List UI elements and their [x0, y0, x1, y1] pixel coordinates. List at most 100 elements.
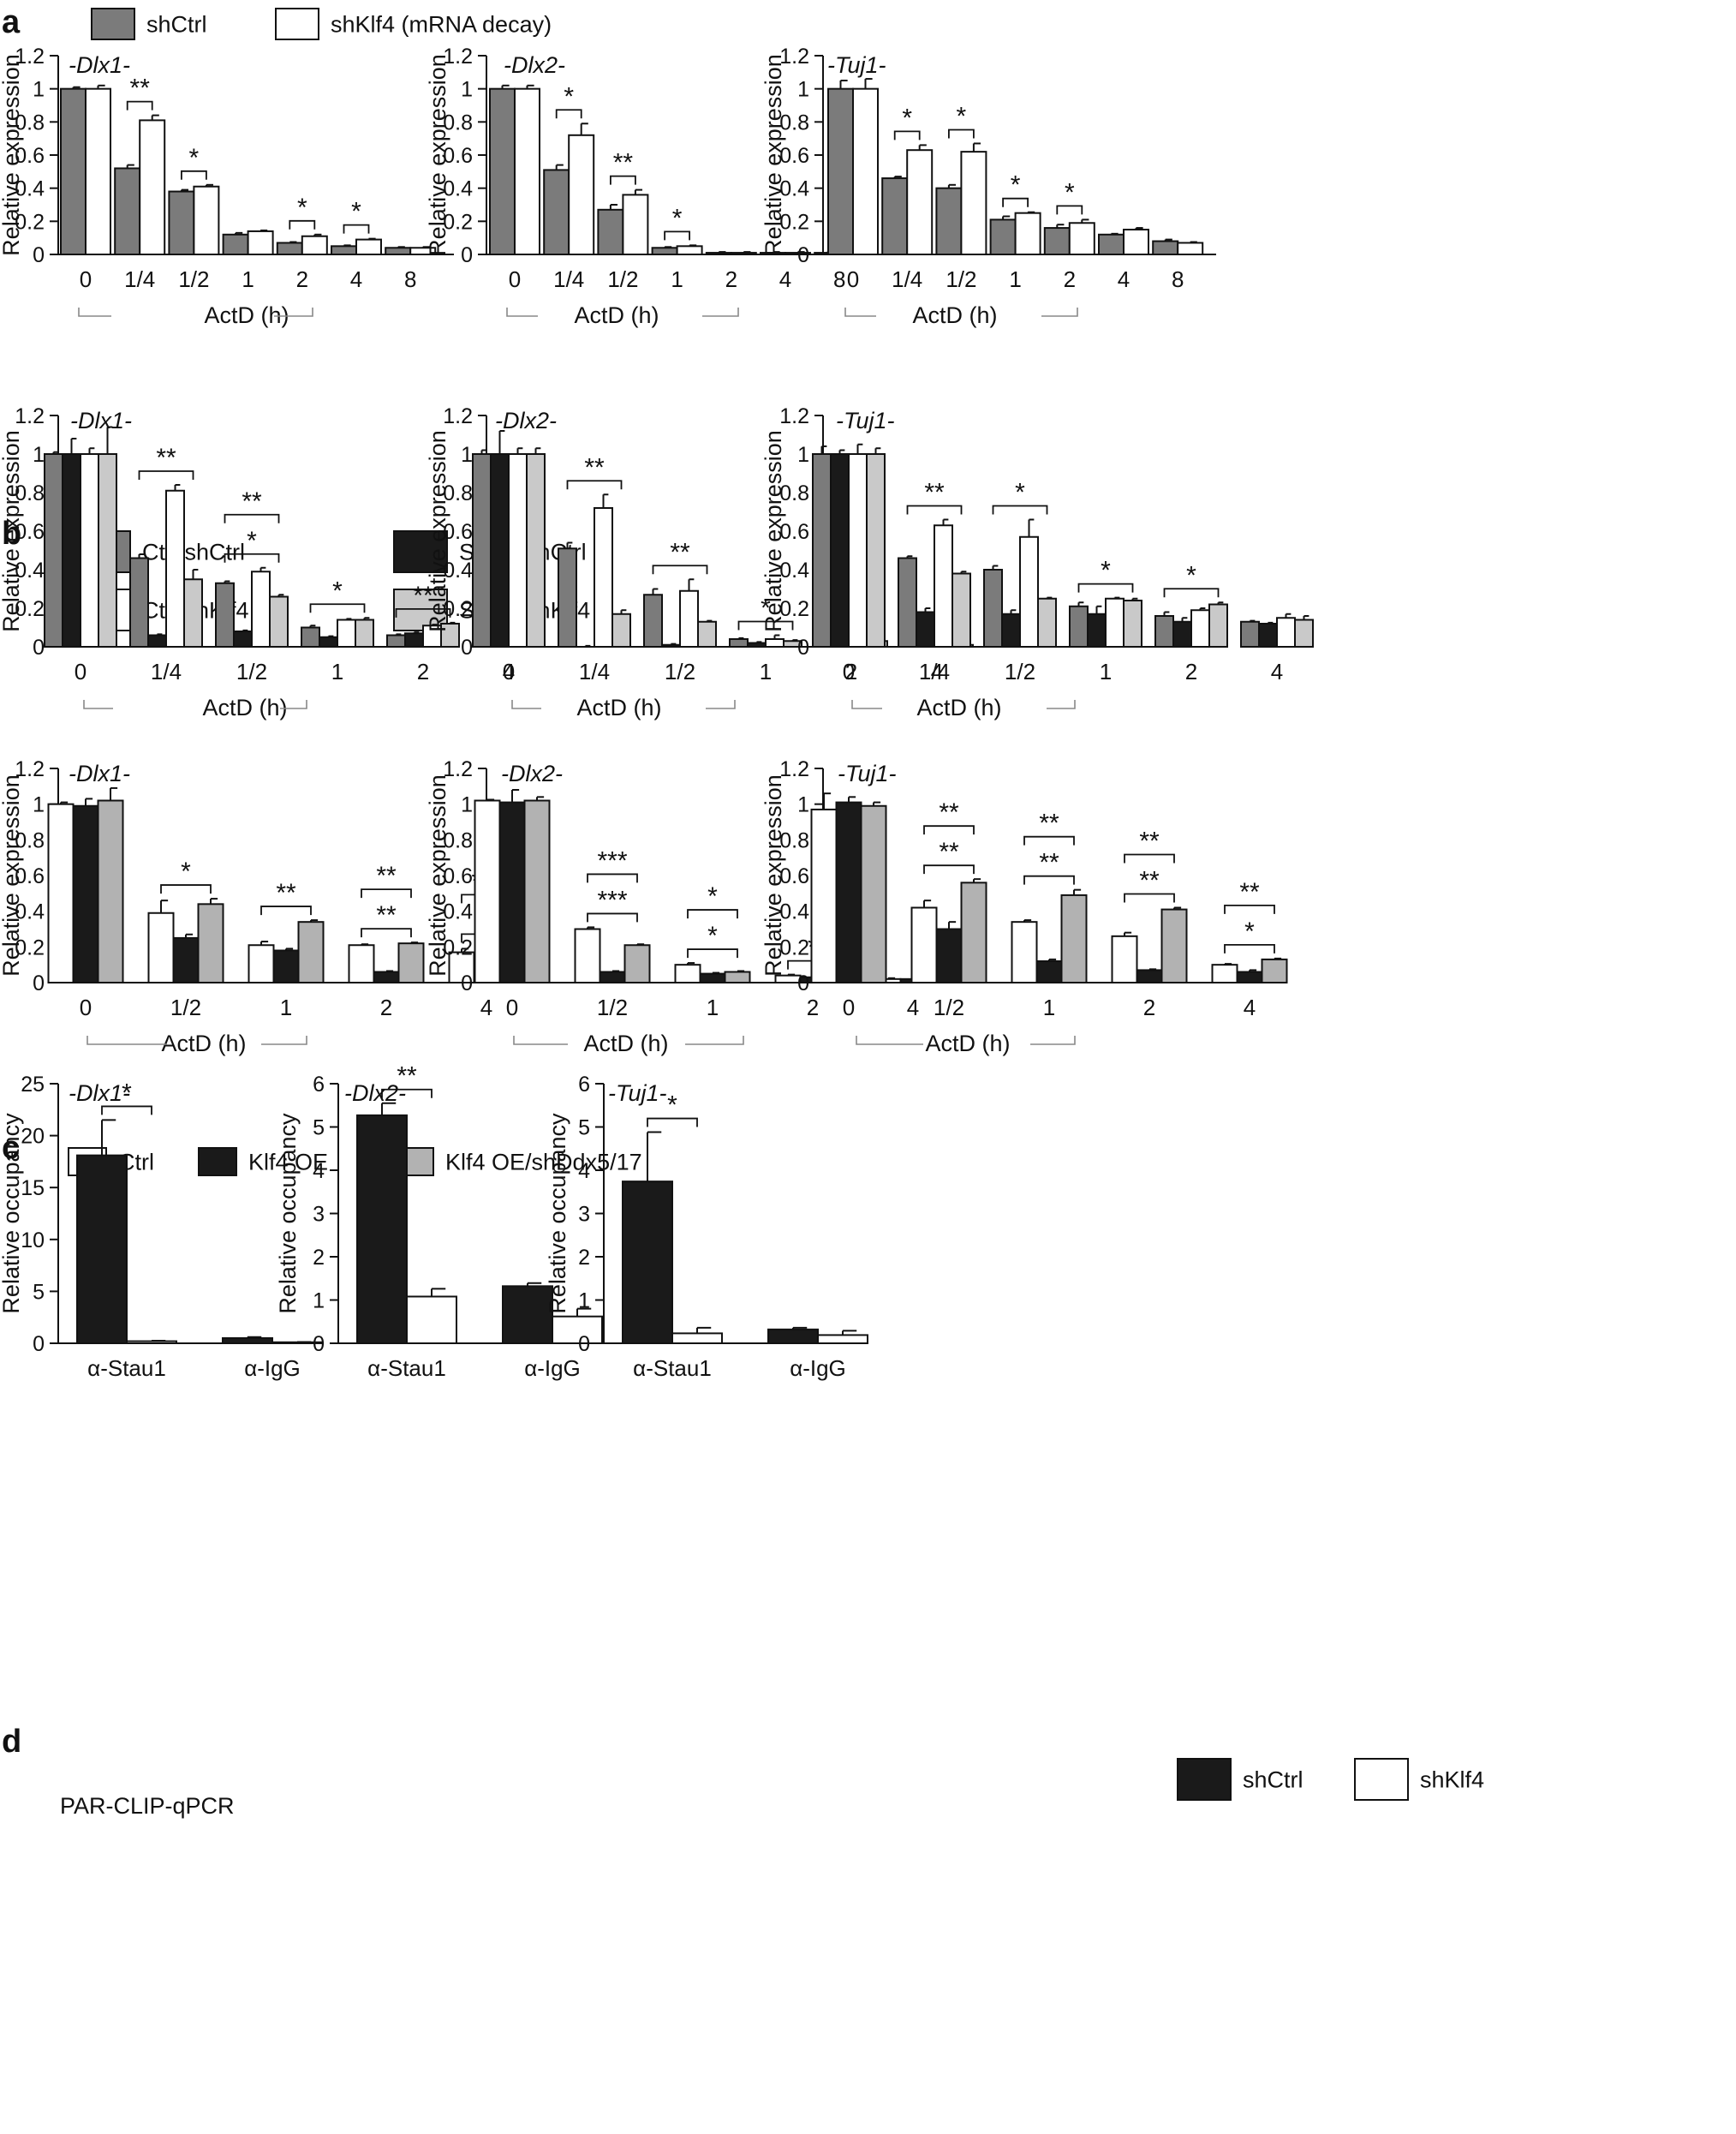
y-tick-label: 0 — [33, 636, 45, 660]
bar-shctrl — [622, 1181, 673, 1344]
bar-ctrl-shklf4 — [1276, 617, 1296, 648]
bar-stau1-shklf4 — [611, 613, 631, 648]
x-tick-label: 8 — [833, 266, 845, 292]
y-tick-label: 15 — [21, 1176, 45, 1200]
bar-shctrl — [597, 208, 624, 256]
significance-bracket — [181, 170, 207, 180]
significance-marker: ** — [613, 149, 634, 177]
y-tick-label: 0.2 — [779, 597, 809, 621]
x-bracket-right — [1030, 1036, 1076, 1045]
y-tick-label: 0.2 — [779, 210, 809, 234]
x-tick-label: 1/2 — [934, 995, 964, 1020]
y-tick-label: 1.2 — [779, 404, 809, 428]
bar-shklf4-mrna-decay- — [852, 87, 879, 255]
y-tick-label: 1 — [797, 793, 809, 817]
significance-marker: ** — [376, 862, 397, 890]
bar-shctrl — [356, 1114, 408, 1344]
x-tick-label: α-IgG — [790, 1355, 846, 1381]
y-tick-label: 1.2 — [443, 757, 473, 781]
bar-stau1-shklf4 — [1208, 603, 1228, 648]
significance-marker: * — [707, 882, 718, 911]
bar-stau1-shctrl — [233, 631, 253, 648]
significance-marker: *** — [597, 846, 627, 875]
bar-ctrl-shctrl — [1240, 620, 1260, 648]
bar-klf4-oe — [172, 936, 200, 983]
chart-d-dlx2: 0 1 2 3 4 5 6 Relative occupancy -Dlx2- α-Stau1 α-… — [275, 1062, 603, 1381]
x-tick-label: α-Stau1 — [367, 1355, 446, 1381]
bar-ctrl-shctrl — [472, 453, 492, 648]
y-tick-label: 2 — [313, 1246, 325, 1270]
y-tick-label: 6 — [578, 1073, 590, 1097]
y-tick-label: 0.4 — [15, 177, 45, 201]
x-tick-label: 1/4 — [892, 266, 922, 292]
bar-shctrl — [651, 247, 678, 255]
y-tick-label: 0.8 — [779, 828, 809, 852]
legend-b-stau1-shklf4-swatch — [393, 589, 448, 631]
x-tick-label: 4 — [1271, 659, 1283, 684]
bar-ctrl-shctrl — [129, 557, 149, 648]
significance-bracket — [395, 607, 451, 618]
bar-ctrl-shklf4 — [80, 453, 99, 648]
x-tick-label: 1/2 — [597, 995, 628, 1020]
y-axis-label: Relative expression — [425, 54, 450, 256]
x-tick-label: 4 — [779, 266, 791, 292]
bar-ctrl-shctrl — [729, 638, 749, 648]
y-tick-label: 0.8 — [443, 481, 473, 505]
x-tick-label: 0 — [847, 266, 859, 292]
x-tick-label: α-Stau1 — [633, 1355, 712, 1381]
gene-title: -Dlx1- — [69, 761, 130, 786]
significance-bracket — [1002, 197, 1029, 207]
bar-shctrl — [502, 1285, 553, 1344]
x-tick-label: 1/2 — [236, 659, 267, 684]
significance-marker: ** — [1039, 849, 1059, 877]
y-tick-label: 0.8 — [779, 481, 809, 505]
y-tick-label: 0.4 — [15, 900, 45, 924]
x-bracket-right — [685, 1036, 744, 1045]
x-tick-label: 1 — [1100, 659, 1112, 684]
significance-marker: * — [332, 577, 343, 605]
x-tick-label: 1 — [1043, 995, 1055, 1020]
x-axis-label: ActD (h) — [576, 695, 661, 720]
y-tick-label: 0.8 — [15, 828, 45, 852]
x-tick-label: 2 — [1064, 266, 1076, 292]
bar-stau1-shctrl — [404, 632, 424, 648]
significance-bracket — [737, 620, 794, 631]
x-tick-label: α-Stau1 — [87, 1355, 166, 1381]
y-tick-label: 0 — [461, 971, 473, 995]
x-tick-label: 2 — [296, 266, 308, 292]
y-tick-label: 1.2 — [779, 757, 809, 781]
y-tick-label: 1 — [461, 443, 473, 467]
significance-bracket — [555, 109, 582, 119]
x-tick-label: 1/4 — [919, 659, 950, 684]
significance-bracket — [1124, 853, 1175, 864]
x-bracket-left — [856, 1036, 923, 1045]
x-tick-label: 1/2 — [170, 995, 201, 1020]
significance-marker: * — [1015, 479, 1025, 507]
significance-bracket — [343, 224, 370, 234]
gene-title: -Dlx2- — [501, 761, 563, 786]
bar-klf4-oe — [599, 971, 626, 983]
y-axis-label: Relative occupancy — [0, 1113, 24, 1314]
significance-bracket — [101, 1105, 152, 1115]
bar-shklf4-mrna-decay- — [622, 194, 649, 255]
y-tick-label: 0 — [33, 971, 45, 995]
significance-bracket — [948, 129, 975, 139]
bar-shctrl — [168, 190, 195, 256]
bar-stau1-shctrl — [747, 642, 767, 648]
bar-ctrl-shctrl — [44, 453, 63, 648]
significance-marker: * — [1186, 561, 1196, 589]
significance-bracket — [893, 130, 921, 140]
bar-klf4-oe — [498, 801, 526, 983]
y-tick-label: 1 — [578, 1289, 590, 1313]
bar-shctrl — [1098, 233, 1125, 255]
significance-bracket — [652, 565, 708, 575]
x-tick-label: α-IgG — [244, 1355, 301, 1381]
bar-shctrl — [705, 252, 732, 256]
x-tick-label: 2 — [807, 995, 819, 1020]
y-tick-label: 1 — [461, 793, 473, 817]
x-tick-label: 1 — [760, 659, 772, 684]
y-tick-label: 3 — [578, 1203, 590, 1227]
y-tick-label: 4 — [313, 1159, 325, 1183]
significance-marker: ** — [670, 538, 690, 566]
bar-stau1-shklf4 — [866, 453, 886, 648]
